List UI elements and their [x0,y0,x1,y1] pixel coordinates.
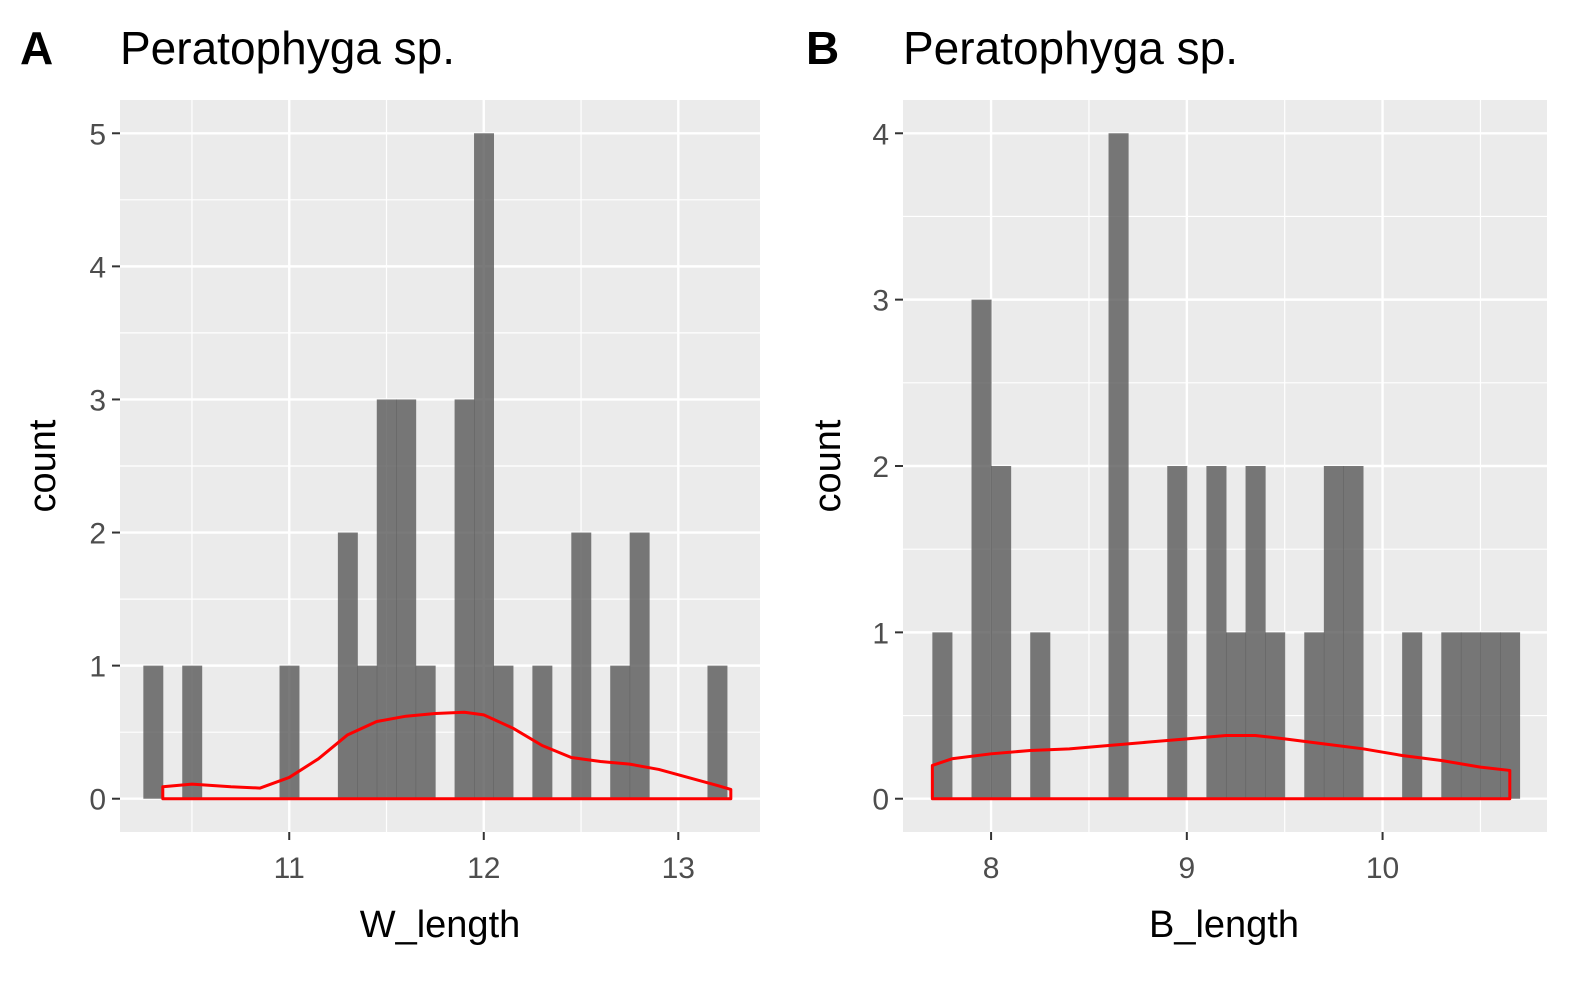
panel-a-letter: A [20,22,53,74]
histogram-bar [1500,632,1521,799]
x-tick-label: 12 [467,852,500,885]
histogram-bar [474,133,494,799]
histogram-bar [932,632,953,799]
histogram-bar [1441,632,1462,799]
histogram-bar [376,399,397,799]
histogram-bar [493,665,514,799]
panel-b-y-axis-label: count [807,419,849,512]
histogram-bar [532,665,553,799]
histogram-bar [1480,632,1501,799]
histogram-bar [143,665,164,799]
panel-b-bars [932,133,1521,799]
histogram-bar [1030,632,1051,799]
histogram-bar [1323,466,1344,799]
panel-b-density-curve [930,734,1512,801]
y-tick-label: 0 [89,784,106,817]
y-tick-label: 2 [872,451,889,484]
x-tick-label: 11 [274,852,305,885]
histogram-bar [610,665,631,799]
histogram-bar [1304,632,1325,799]
histogram-bar [415,665,436,799]
histogram-bar [1225,632,1247,799]
histogram-bar [1167,466,1188,799]
y-tick-label: 1 [89,651,106,684]
histogram-bar [991,466,1012,799]
y-tick-label: 1 [872,617,889,650]
histogram-bar [337,532,358,799]
panel-b-title: Peratophyga sp. [903,22,1238,74]
histogram-bar [182,665,203,799]
panel-b: B Peratophyga sp. 8 9 10 0 1 2 3 4 B_length cou… [806,22,1547,946]
histogram-bar [279,665,300,799]
histogram-bar [1402,632,1423,799]
y-tick-label: 3 [89,384,106,417]
histogram-bar [1460,632,1481,799]
y-tick-label: 4 [872,118,889,151]
histogram-bar [357,665,378,799]
panel-b-letter: B [806,22,839,74]
histogram-bar [1206,466,1227,799]
y-tick-label: 2 [89,518,106,551]
x-tick-label: 9 [1178,852,1195,885]
panel-b-ticks: 8 9 10 0 1 2 3 4 [872,118,1399,885]
histogram-bar [1265,632,1286,799]
y-tick-label: 4 [89,251,106,284]
histogram-bar [396,399,417,799]
panel-a-density-curve [161,710,733,801]
x-tick-label: 13 [662,852,695,885]
panel-a-title: Peratophyga sp. [120,22,455,74]
panel-a-y-axis-label: count [22,419,64,512]
histogram-bar [629,532,650,799]
y-tick-label: 3 [872,285,889,318]
histogram-bar [571,532,592,799]
panel-a-bars [143,133,728,799]
histogram-bar [707,665,728,799]
histogram-bar [1108,133,1129,799]
y-tick-label: 5 [89,118,106,151]
histogram-bar [1343,466,1364,799]
y-tick-label: 0 [872,784,889,817]
x-tick-label: 8 [983,852,1000,885]
histogram-bar [971,299,992,799]
panel-a-x-axis-label: W_length [360,904,521,946]
panel-b-x-axis-label: B_length [1149,904,1299,946]
histogram-bar [454,399,475,799]
x-tick-label: 10 [1366,852,1399,885]
histogram-bar [1245,466,1266,799]
